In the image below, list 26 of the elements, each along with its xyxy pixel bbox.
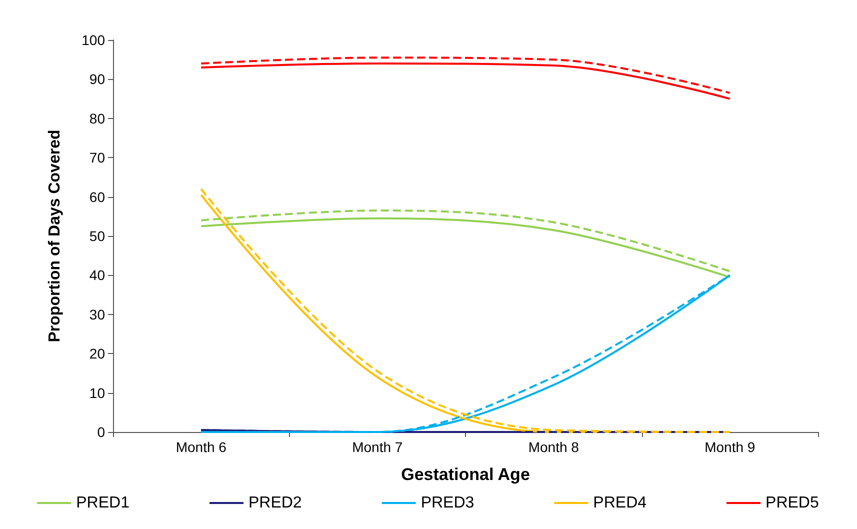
y-tick-label: 30 [89, 306, 106, 322]
y-tick-label: 40 [89, 267, 106, 284]
legend-label: PRED1 [76, 494, 130, 512]
y-tick-label: 10 [89, 384, 106, 401]
y-tick-label: 0 [97, 424, 106, 440]
line-series [200, 217, 731, 278]
x-tick-label: Month 7 [352, 439, 403, 455]
y-tick-label: 100 [82, 32, 106, 48]
y-tick-label: 80 [89, 110, 106, 126]
x-tick-label: Month 8 [528, 439, 580, 455]
legend-label: PRED3 [420, 494, 474, 512]
legend-label: PRED4 [593, 494, 647, 512]
legend-label: PRED2 [248, 494, 302, 512]
y-tick-label: 20 [89, 346, 106, 362]
x-axis-title: Gestational Age [401, 465, 530, 484]
y-tick-label: 60 [89, 188, 106, 205]
x-tick-label: Month 6 [176, 439, 227, 455]
legend-label: PRED5 [766, 494, 819, 512]
y-tick-label: 90 [89, 71, 106, 88]
y-axis-title: Proportion of Days Covered [46, 130, 64, 342]
line-series [200, 56, 731, 94]
line-series [200, 210, 731, 272]
y-tick-label: 50 [89, 228, 106, 244]
line-series [200, 62, 731, 100]
x-tick-label: Month 9 [704, 439, 756, 455]
y-tick-label: 70 [89, 150, 106, 166]
